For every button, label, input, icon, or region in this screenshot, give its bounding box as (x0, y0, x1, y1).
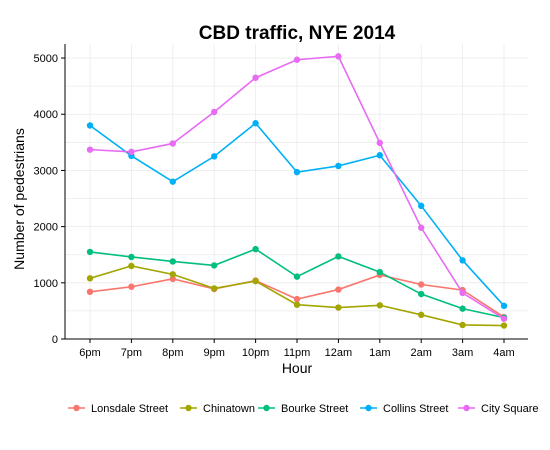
legend-item-chinatown: Chinatown (180, 403, 255, 415)
data-point-bourke-street (252, 245, 259, 253)
legend-label: Collins Street (383, 403, 448, 415)
data-point-city-square (128, 148, 135, 156)
x-tick-label: 10pm (242, 347, 270, 359)
data-point-chinatown (500, 322, 508, 329)
legend-label: City Square (481, 403, 538, 415)
x-tick-label: 11pm (284, 347, 311, 359)
data-point-collins-street (459, 257, 466, 264)
x-tick-label: 6pm (79, 347, 100, 359)
data-point-chinatown (293, 301, 301, 308)
y-tick-label: 1000 (34, 278, 58, 290)
data-point-lonsdale-street (169, 275, 176, 283)
data-point-bourke-street (86, 248, 94, 256)
data-point-chinatown (376, 302, 383, 309)
series-layer (86, 53, 508, 329)
data-point-city-square (418, 224, 425, 231)
legend-item-collins-street: Collins Street (360, 403, 448, 415)
y-tick-label: 3000 (34, 165, 58, 177)
data-point-bourke-street (293, 273, 301, 280)
data-point-collins-street (86, 122, 94, 129)
data-point-lonsdale-street (335, 286, 342, 293)
series-collins-street (86, 120, 508, 310)
data-point-bourke-street (169, 258, 176, 265)
y-tick-label: 2000 (34, 222, 58, 234)
data-point-collins-street (376, 152, 383, 159)
data-point-chinatown (459, 321, 466, 329)
data-point-lonsdale-street (128, 283, 135, 290)
data-point-collins-street (252, 120, 259, 127)
data-point-chinatown (211, 285, 218, 292)
data-point-bourke-street (211, 262, 218, 269)
x-tick-label: 2am (410, 347, 431, 359)
data-point-city-square (252, 74, 259, 81)
grid (65, 44, 528, 340)
x-axis-title: Hour (282, 360, 313, 376)
x-tick-label: 7pm (121, 347, 142, 359)
legend-key-point (463, 404, 470, 412)
x-tick-label: 12am (325, 347, 353, 359)
data-point-city-square (335, 53, 342, 60)
y-tick-label: 0 (52, 334, 58, 346)
y-axis-title: Number of pedestrians (11, 128, 27, 270)
data-point-city-square (459, 289, 466, 297)
data-point-lonsdale-street (418, 281, 425, 288)
axes: 0 1000 2000 3000 4000 5000 6pm 7pm 8pm 9pm 10pm 11p… (34, 44, 528, 359)
data-point-collins-street (169, 178, 176, 185)
data-point-bourke-street (335, 253, 342, 260)
x-tick-label: 4am (493, 347, 514, 359)
legend-key-point (185, 404, 192, 412)
legend-key-point (365, 404, 372, 412)
data-point-collins-street (335, 162, 342, 170)
data-point-collins-street (293, 168, 301, 176)
data-point-city-square (293, 56, 301, 63)
series-city-square (86, 53, 508, 322)
data-point-bourke-street (376, 268, 383, 276)
legend-item-bourke-street: Bourke Street (258, 403, 348, 415)
data-point-lonsdale-street (293, 295, 301, 303)
legend: Lonsdale Street Chinatown Bourke Street Col… (68, 403, 538, 415)
data-point-chinatown (169, 271, 176, 278)
data-point-bourke-street (128, 253, 135, 261)
chart-title: CBD traffic, NYE 2014 (199, 23, 396, 44)
legend-key-point (263, 404, 270, 412)
legend-item-city-square: City Square (458, 403, 538, 415)
legend-label: Chinatown (203, 403, 255, 415)
series-chinatown (86, 262, 508, 329)
data-point-city-square (500, 315, 508, 322)
data-point-city-square (211, 108, 218, 116)
data-point-collins-street (500, 302, 508, 310)
data-point-bourke-street (459, 305, 466, 312)
data-point-chinatown (86, 275, 94, 282)
x-tick-label: 1am (369, 347, 390, 359)
data-point-city-square (86, 146, 94, 153)
data-point-bourke-street (418, 290, 425, 298)
legend-label: Bourke Street (281, 403, 348, 415)
legend-item-lonsdale-street: Lonsdale Street (68, 403, 168, 415)
data-point-chinatown (128, 262, 135, 270)
data-point-chinatown (418, 311, 425, 319)
data-point-chinatown (335, 304, 342, 311)
data-point-collins-street (211, 153, 218, 160)
data-point-collins-street (418, 202, 425, 210)
data-point-city-square (376, 139, 383, 147)
data-point-lonsdale-street (86, 288, 94, 295)
legend-label: Lonsdale Street (91, 403, 168, 415)
data-point-city-square (169, 140, 176, 147)
x-tick-label: 9pm (203, 347, 224, 359)
y-tick-label: 4000 (34, 109, 58, 121)
data-point-chinatown (252, 277, 259, 285)
x-tick-label: 8pm (162, 347, 183, 359)
y-tick-label: 5000 (34, 53, 58, 65)
legend-key-point (73, 404, 80, 412)
x-tick-label: 3am (452, 347, 473, 359)
